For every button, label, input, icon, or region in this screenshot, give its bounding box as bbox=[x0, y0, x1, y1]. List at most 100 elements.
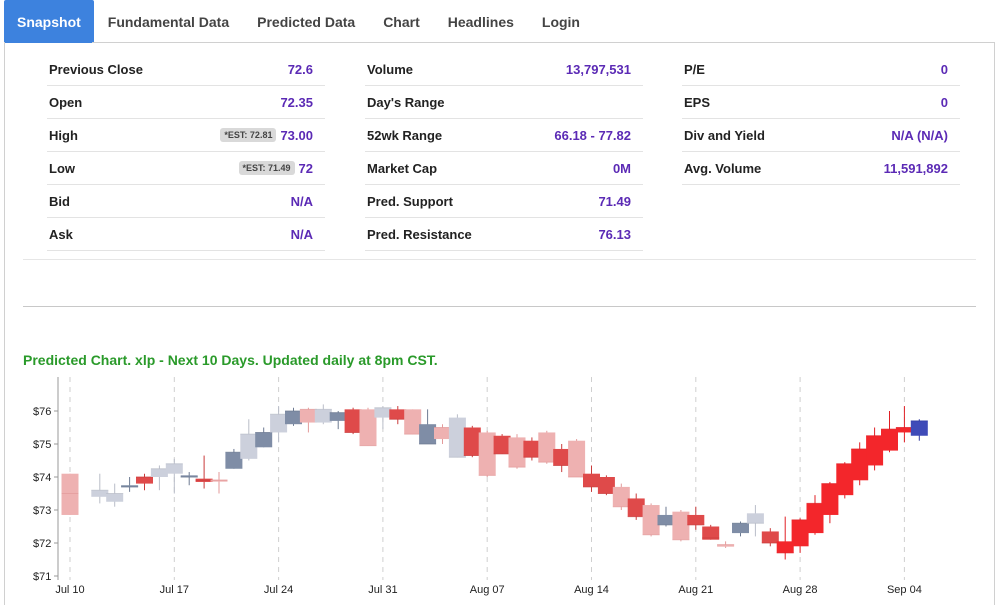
stat-value: N/A bbox=[291, 227, 313, 242]
stat-value: *EST: 71.49 72 bbox=[238, 160, 313, 176]
x-tick-label: Aug 28 bbox=[783, 584, 818, 596]
stat-row-pred-resistance: Pred. Resistance 76.13 bbox=[365, 218, 643, 251]
stat-row-low: Low *EST: 71.49 72 bbox=[47, 152, 325, 185]
candle-body bbox=[374, 407, 392, 418]
candle-body bbox=[851, 448, 869, 481]
stat-label: Avg. Volume bbox=[684, 160, 762, 176]
stat-row-ask: Ask N/A bbox=[47, 218, 325, 251]
tab-fundamental-data[interactable]: Fundamental Data bbox=[107, 13, 230, 30]
candle-body bbox=[448, 417, 466, 458]
stat-value-text: 11,591,892 bbox=[883, 160, 948, 176]
y-tick-label: $73 bbox=[33, 505, 51, 517]
stat-value-text: N/A bbox=[290, 226, 313, 242]
stat-value-text: 72 bbox=[298, 160, 313, 176]
candle-body bbox=[732, 523, 749, 534]
candle-body bbox=[329, 412, 347, 421]
candle-body bbox=[61, 473, 79, 515]
candle-body bbox=[136, 477, 153, 484]
candle-body bbox=[702, 526, 720, 540]
divider bbox=[23, 306, 976, 307]
stat-label: Pred. Support bbox=[367, 193, 453, 209]
candle-body bbox=[642, 505, 660, 535]
stat-row-52wk-range: 52wk Range 66.18 - 77.82 bbox=[365, 119, 643, 152]
stat-row-market-cap: Market Cap 0M bbox=[365, 152, 643, 185]
candle-body bbox=[493, 435, 511, 454]
stat-label: High bbox=[49, 127, 78, 143]
stat-value-text: N/A (N/A) bbox=[891, 127, 948, 143]
candle-body bbox=[508, 437, 526, 468]
candle-body bbox=[597, 477, 615, 494]
candle-body bbox=[389, 409, 407, 420]
stat-label: Bid bbox=[49, 193, 70, 209]
y-tick-label: $75 bbox=[33, 439, 51, 451]
candle-body bbox=[761, 531, 779, 543]
candle-body bbox=[583, 473, 600, 487]
stat-label: Ask bbox=[49, 226, 73, 242]
stat-value-text: 71.49 bbox=[598, 193, 631, 209]
stat-row-open: Open 72.35 bbox=[47, 86, 325, 119]
candle-body bbox=[612, 486, 630, 507]
stat-label: Volume bbox=[367, 61, 413, 77]
stat-label: P/E bbox=[684, 61, 705, 77]
candle-body bbox=[150, 468, 168, 477]
stat-label: Low bbox=[49, 160, 75, 176]
candle-body bbox=[285, 411, 302, 425]
stat-value: 72.35 bbox=[280, 95, 313, 110]
x-tick-label: Aug 14 bbox=[574, 584, 609, 596]
candle-body bbox=[359, 409, 377, 446]
y-tick-label: $72 bbox=[33, 538, 51, 550]
stat-value-text: 13,797,531 bbox=[565, 61, 631, 77]
stat-value: N/A (N/A) bbox=[891, 128, 948, 143]
candle-body bbox=[881, 429, 898, 451]
candle-body bbox=[299, 409, 317, 423]
stat-label: EPS bbox=[684, 94, 711, 110]
divider bbox=[23, 259, 976, 260]
stats-column-2: Volume 13,797,531 Day's Range 52wk Range… bbox=[365, 53, 643, 251]
candle-body bbox=[270, 414, 288, 433]
x-tick-label: Jul 31 bbox=[368, 584, 397, 596]
stats-column-1: Previous Close 72.6 Open 72.35 High *EST… bbox=[47, 53, 325, 251]
y-tick-label: $74 bbox=[33, 472, 51, 484]
x-tick-label: Sep 04 bbox=[887, 584, 922, 596]
stat-row-eps: EPS 0 bbox=[682, 86, 960, 119]
candle-body bbox=[344, 409, 362, 433]
stat-value: 72.6 bbox=[288, 62, 313, 77]
estimate-badge: *EST: 72.81 bbox=[220, 128, 277, 142]
stat-value-text: 0M bbox=[612, 160, 631, 176]
candle-body bbox=[746, 513, 764, 524]
stat-value-text: 0 bbox=[940, 61, 948, 77]
tab-predicted-data[interactable]: Predicted Data bbox=[257, 13, 356, 30]
candle-body bbox=[895, 427, 913, 433]
tab-chart[interactable]: Chart bbox=[383, 13, 420, 30]
candle-body bbox=[836, 463, 854, 496]
candle-body bbox=[776, 541, 794, 553]
stat-value: 71.49 bbox=[598, 194, 631, 209]
stat-value-text: 72.35 bbox=[280, 94, 313, 110]
candle-body bbox=[106, 493, 124, 502]
stat-row-high: High *EST: 72.81 73.00 bbox=[47, 119, 325, 152]
stat-row-volume: Volume 13,797,531 bbox=[365, 53, 643, 86]
stat-row-pe: P/E 0 bbox=[682, 53, 960, 86]
stat-row-avg-volume: Avg. Volume 11,591,892 bbox=[682, 152, 960, 185]
candle-body bbox=[180, 475, 198, 478]
candle-body bbox=[553, 448, 571, 466]
x-tick-label: Jul 17 bbox=[160, 584, 189, 596]
tab-headlines[interactable]: Headlines bbox=[447, 13, 514, 30]
stat-value: *EST: 72.81 73.00 bbox=[220, 128, 313, 143]
estimate-badge: *EST: 71.49 bbox=[238, 161, 295, 175]
stat-label: Day's Range bbox=[367, 94, 445, 110]
tab-login[interactable]: Login bbox=[541, 13, 580, 30]
tab-bar: Snapshot Fundamental Data Predicted Data… bbox=[0, 0, 1001, 43]
candle-body bbox=[404, 409, 422, 435]
stat-value-text: 72.6 bbox=[287, 61, 313, 77]
stat-row-days-range: Day's Range bbox=[365, 86, 643, 119]
candle-body bbox=[523, 440, 541, 458]
tab-snapshot[interactable]: Snapshot bbox=[4, 0, 94, 43]
candle-body bbox=[240, 434, 258, 459]
stat-row-div-yield: Div and Yield N/A (N/A) bbox=[682, 119, 960, 152]
y-tick-label: $76 bbox=[33, 406, 51, 418]
candlestick-chart: $71 $72 $73 $74 $75 $76 Jul 10 Jul 17 Jul 24 Jul … bbox=[33, 377, 928, 596]
candle-body bbox=[255, 432, 273, 448]
stat-value-text: 0 bbox=[940, 94, 948, 110]
stat-label: Market Cap bbox=[367, 160, 438, 176]
